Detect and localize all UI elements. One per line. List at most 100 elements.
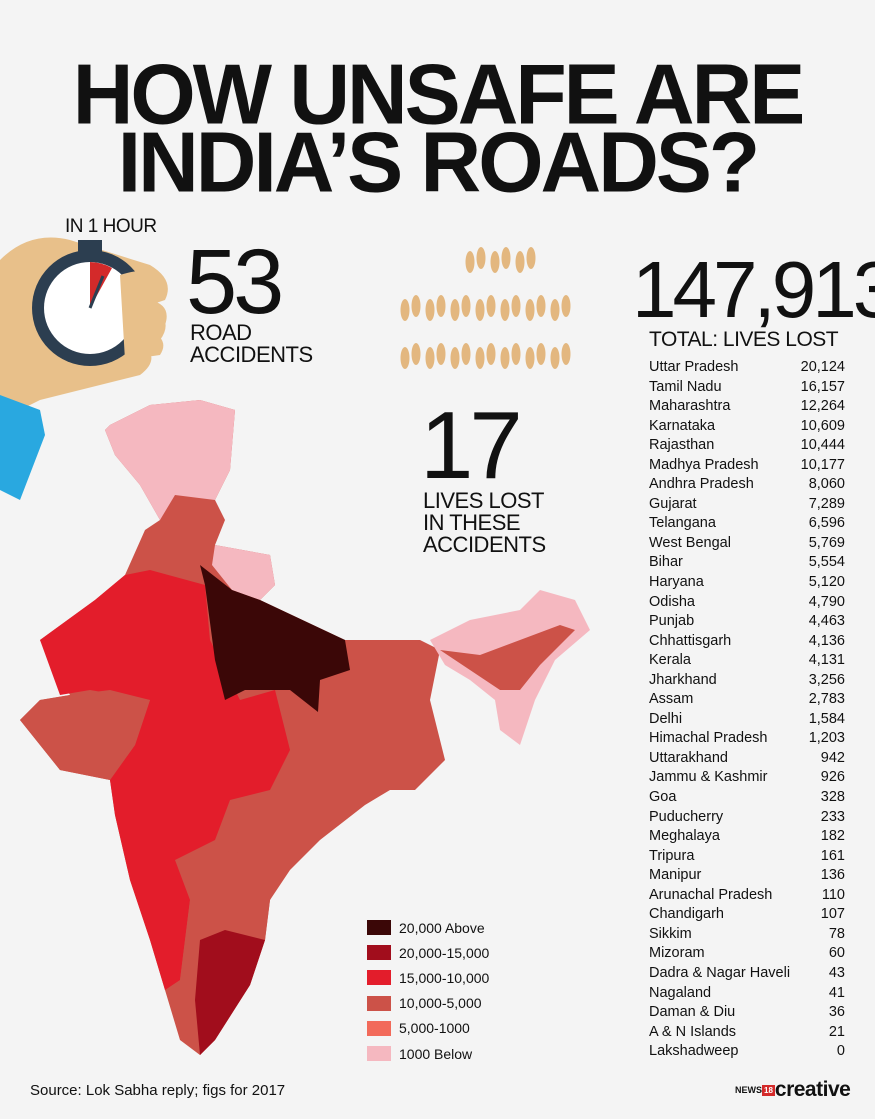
logo: NEWS 18 creative bbox=[735, 1078, 851, 1102]
legend-item: 20,000-15,000 bbox=[367, 940, 489, 965]
footprint bbox=[411, 343, 421, 365]
accidents-label: ROAD bbox=[190, 320, 252, 345]
table-row: Gujarat 7,289 bbox=[649, 495, 845, 515]
source: Source: Lok Sabha reply; figs for 2017 bbox=[30, 1082, 286, 1099]
table-row: Daman & Diu 36 bbox=[649, 1003, 845, 1023]
footprint bbox=[425, 299, 435, 321]
state-region bbox=[105, 400, 235, 520]
legend-swatch bbox=[367, 920, 391, 936]
footprint bbox=[476, 247, 486, 269]
state-name: A & N Islands bbox=[649, 1023, 737, 1040]
legend-item: 10,000-5,000 bbox=[367, 991, 489, 1016]
state-name: Sikkim bbox=[649, 925, 692, 942]
footprint bbox=[526, 247, 536, 269]
state-name: Jammu & Kashmir bbox=[649, 769, 768, 786]
state-region bbox=[440, 625, 575, 690]
table-row: Meghalaya 182 bbox=[649, 827, 845, 847]
state-deaths: 942 bbox=[820, 749, 845, 766]
logo-text: creative bbox=[774, 1078, 851, 1101]
footprint bbox=[525, 299, 535, 321]
footprint bbox=[561, 295, 571, 317]
state-deaths: 0 bbox=[836, 1043, 845, 1060]
legend-label: 1000 Below bbox=[399, 1045, 473, 1062]
footprint bbox=[525, 347, 535, 369]
table-row: Tripura 161 bbox=[649, 847, 845, 867]
state-deaths: 10,177 bbox=[800, 456, 845, 473]
footprint bbox=[536, 343, 546, 365]
footprint bbox=[436, 295, 446, 317]
deaths-label: ACCIDENTS bbox=[423, 532, 546, 557]
state-region bbox=[200, 565, 350, 712]
state-deaths: 12,264 bbox=[800, 398, 845, 415]
state-name: Rajasthan bbox=[649, 437, 715, 454]
state-deaths: 136 bbox=[820, 867, 845, 884]
table-row: Mizoram 60 bbox=[649, 944, 845, 964]
legend-label: 10,000-5,000 bbox=[399, 995, 482, 1012]
state-deaths: 233 bbox=[820, 808, 845, 825]
state-deaths: 10,444 bbox=[800, 437, 845, 454]
table-row: Jharkhand 3,256 bbox=[649, 671, 845, 691]
state-deaths: 107 bbox=[820, 906, 845, 923]
accidents-label: ACCIDENTS bbox=[190, 342, 313, 367]
state-name: Dadra & Nagar Haveli bbox=[649, 964, 791, 981]
state-name: Haryana bbox=[649, 574, 704, 591]
deaths-label: IN THESE bbox=[423, 510, 521, 535]
state-deaths: 5,769 bbox=[808, 534, 845, 551]
state-name: Meghalaya bbox=[649, 828, 720, 845]
state-deaths: 36 bbox=[828, 1004, 845, 1021]
footprint bbox=[490, 251, 500, 273]
table-row: Puducherry 233 bbox=[649, 808, 845, 828]
state-deaths: 43 bbox=[828, 964, 845, 981]
accidents-number: 53 bbox=[186, 231, 284, 333]
state-name: Jharkhand bbox=[649, 671, 717, 688]
state-name: Uttar Pradesh bbox=[649, 359, 739, 375]
footprint bbox=[550, 347, 560, 369]
table-row: Bihar 5,554 bbox=[649, 553, 845, 573]
legend: 20,000 Above 20,000-15,000 15,000-10,000 10… bbox=[367, 915, 489, 1066]
state-name: Chhattisgarh bbox=[649, 632, 732, 649]
state-name: Assam bbox=[649, 691, 694, 708]
table-row: Goa 328 bbox=[649, 788, 845, 808]
table-row: Chandigarh 107 bbox=[649, 905, 845, 925]
state-deaths: 8,060 bbox=[808, 476, 845, 493]
state-deaths: 328 bbox=[820, 789, 845, 806]
table-row: Dadra & Nagar Haveli 43 bbox=[649, 964, 845, 984]
legend-swatch bbox=[367, 1046, 391, 1062]
table-row: Punjab 4,463 bbox=[649, 612, 845, 632]
footprint bbox=[561, 343, 571, 365]
state-name: Nagaland bbox=[649, 984, 712, 1001]
state-name: Maharashtra bbox=[649, 398, 731, 415]
table-row: Himachal Pradesh 1,203 bbox=[649, 729, 845, 749]
state-deaths: 5,554 bbox=[808, 554, 845, 571]
table-row: Uttar Pradesh 20,124 bbox=[649, 358, 845, 378]
legend-swatch bbox=[367, 970, 391, 986]
footprint bbox=[536, 295, 546, 317]
state-deaths: 5,120 bbox=[808, 574, 845, 591]
legend-item: 5,000-1000 bbox=[367, 1016, 489, 1041]
footprint bbox=[501, 247, 511, 269]
state-name: Gujarat bbox=[649, 495, 697, 512]
state-name: Arunachal Pradesh bbox=[649, 886, 773, 903]
state-deaths: 1,584 bbox=[808, 710, 845, 727]
state-name: Lakshadweep bbox=[649, 1043, 739, 1060]
state-deaths: 3,256 bbox=[808, 671, 845, 688]
footprint bbox=[400, 299, 410, 321]
title-line: INDIA’S ROADS? bbox=[117, 114, 760, 210]
footprint bbox=[461, 343, 471, 365]
footprint bbox=[486, 295, 496, 317]
table-row: Tamil Nadu 16,157 bbox=[649, 378, 845, 398]
state-name: Delhi bbox=[649, 710, 683, 727]
deaths-number: 17 bbox=[420, 392, 523, 499]
footprint bbox=[461, 295, 471, 317]
state-deaths: 182 bbox=[820, 828, 845, 845]
logo-prefix: NEWS bbox=[735, 1085, 762, 1095]
footprint bbox=[500, 347, 510, 369]
table-row: Lakshadweep 0 bbox=[649, 1042, 845, 1062]
state-deaths: 2,783 bbox=[808, 691, 845, 708]
deaths-label: LIVES LOST bbox=[423, 488, 544, 513]
footprint bbox=[465, 251, 475, 273]
state-deaths: 21 bbox=[828, 1023, 845, 1040]
title-line: HOW UNSAFE ARE bbox=[72, 46, 806, 142]
legend-item: 1000 Below bbox=[367, 1041, 489, 1066]
